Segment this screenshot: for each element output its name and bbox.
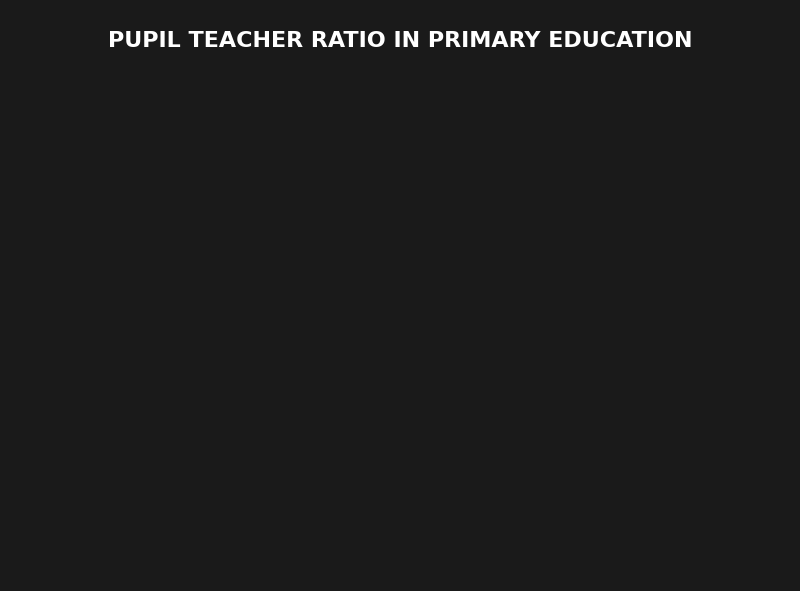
Text: PUPIL TEACHER RATIO IN PRIMARY EDUCATION: PUPIL TEACHER RATIO IN PRIMARY EDUCATION — [108, 31, 692, 51]
